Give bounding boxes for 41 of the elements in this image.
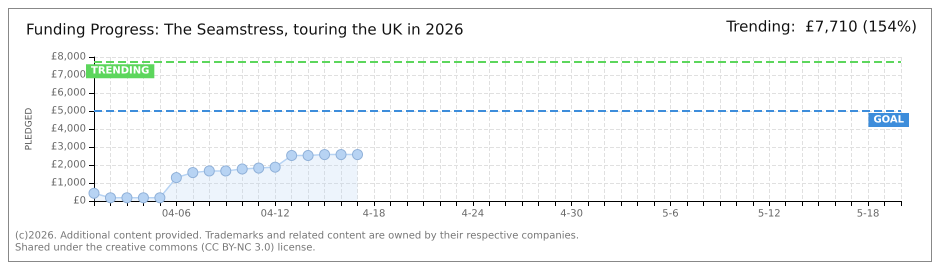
point <box>336 149 347 160</box>
point <box>138 192 149 204</box>
y-tick-label: £7,000 <box>51 70 86 80</box>
x-tick-label: 04-12 <box>260 208 290 220</box>
point <box>154 192 166 204</box>
point <box>88 188 100 199</box>
point <box>104 192 116 204</box>
point <box>121 192 132 204</box>
x-tick-label: 4-18 <box>362 208 386 220</box>
point <box>352 149 364 160</box>
ref-line-label: TRENDING <box>91 66 150 77</box>
y-tick-label: £8,000 <box>51 52 86 62</box>
point <box>220 165 232 176</box>
point <box>253 162 264 174</box>
y-axis-title: PLEDGED <box>24 108 34 150</box>
x-tick-label: 4-24 <box>461 208 484 220</box>
y-tick-label: £6,000 <box>51 88 86 98</box>
x-tick-label: 5-12 <box>758 208 781 220</box>
x-tick-label: 5-18 <box>856 208 880 220</box>
y-tick-label: £3,000 <box>51 142 86 152</box>
y-tick-label: £2,000 <box>51 160 86 170</box>
point <box>236 163 248 174</box>
ref-line-label: GOAL <box>873 114 905 126</box>
y-tick-label: £4,000 <box>51 124 86 134</box>
point <box>204 165 215 176</box>
text: Trending: £7,710 (154%) <box>725 18 918 36</box>
point <box>187 167 198 178</box>
x-tick-label: 04-06 <box>162 208 191 220</box>
point <box>302 150 314 161</box>
text: (c)2026. Additional content provided. Trademarks and related content are owned by their respective companies. <box>15 230 580 242</box>
x-tick-label: 5-6 <box>662 208 679 220</box>
point <box>319 149 330 160</box>
point <box>170 172 182 184</box>
x-tick-label: 4-30 <box>560 208 583 220</box>
point <box>286 150 298 161</box>
chart-title: Funding Progress: The Seamstress, touring the UK in 2026 <box>26 20 464 38</box>
y-tick-label: £5,000 <box>51 106 86 116</box>
text: Shared under the creative commons (CC BY-NC 3.0) license. <box>15 242 316 254</box>
y-tick-label: £0 <box>73 196 86 206</box>
point <box>270 162 281 173</box>
y-tick-label: £1,000 <box>51 178 86 188</box>
